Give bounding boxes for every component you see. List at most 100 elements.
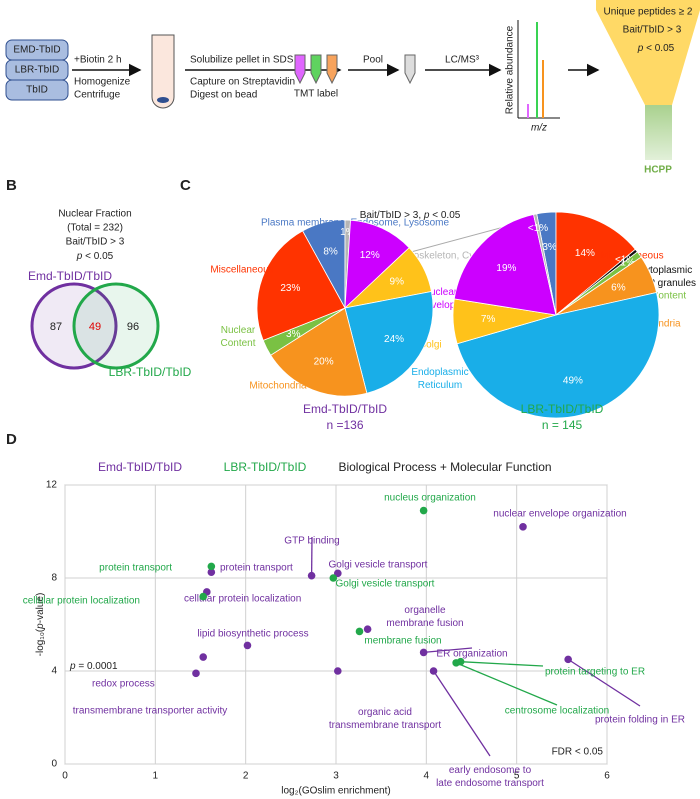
bait: TbID xyxy=(26,85,48,96)
category-label: Nuclear Content xyxy=(220,325,255,349)
point-label: protein folding in ER xyxy=(595,715,685,726)
pie-header: Bait/TbID > 3, p < 0.05 xyxy=(360,210,461,221)
slice-label: 19% xyxy=(496,263,516,274)
funnel-stem xyxy=(645,105,672,160)
pie-slice xyxy=(453,214,557,316)
point xyxy=(334,667,342,675)
slice-label: 7% xyxy=(481,314,496,325)
point xyxy=(207,568,216,576)
point-label: cellular protein localization xyxy=(23,596,140,607)
point-label: protein targeting to ER xyxy=(545,667,645,678)
point-label: organelle membrane fusion xyxy=(386,605,463,629)
slice-label: 24% xyxy=(384,334,404,345)
pellet xyxy=(157,97,169,103)
point-label: transmembrane transporter activity xyxy=(73,706,228,717)
slice-label: 49% xyxy=(563,375,583,386)
pie-title: LBR-TbID/TbID xyxy=(521,402,604,416)
point xyxy=(429,667,438,675)
tmt-tube xyxy=(310,54,322,85)
point-label: lipid biosynthetic process xyxy=(197,629,308,640)
spectrum-y: Relative abundance xyxy=(505,25,516,114)
slice-label: 12% xyxy=(360,250,380,261)
pie-slice xyxy=(456,292,660,419)
point xyxy=(564,655,572,664)
point xyxy=(519,523,527,531)
point xyxy=(363,625,372,633)
venn: Nuclear Fraction (Total = 232) Bait/TbID… xyxy=(28,209,192,380)
workflow: EMD-TbID LBR-TbID TbID +Biotin 2 h Homog… xyxy=(5,0,700,176)
tmt-tube xyxy=(294,54,306,85)
pie-n: n = 145 xyxy=(542,418,583,432)
leader xyxy=(567,658,641,707)
x-tick-label: 2 xyxy=(243,771,249,782)
point-label: protein transport xyxy=(220,563,293,574)
point xyxy=(307,571,316,580)
panel-label: D xyxy=(6,431,17,448)
x-tick-label: 3 xyxy=(333,771,339,782)
y-axis-label: -log₁₀(p-value) xyxy=(35,593,46,657)
annotation: FDR < 0.05 xyxy=(552,747,604,758)
tube xyxy=(151,34,175,109)
filter: Bait/TbID > 3 xyxy=(623,25,682,36)
venn-count: 96 xyxy=(127,321,139,333)
pie-slice xyxy=(256,230,346,341)
x-axis-label: log₂(GOslim enrichment) xyxy=(281,786,390,797)
pie-slice xyxy=(555,211,636,316)
legend-entry: Emd-TbID/TbID xyxy=(98,460,182,474)
y-tick-label: 8 xyxy=(51,573,57,584)
x-tick-label: 0 xyxy=(62,771,68,782)
point-label: nuclear envelope organization xyxy=(493,509,626,520)
slice-label: 8% xyxy=(323,246,338,257)
point-label: nucleus organization xyxy=(384,493,476,504)
point-label: Golgi vesicle transport xyxy=(329,560,428,571)
point xyxy=(243,641,252,650)
point xyxy=(419,648,428,657)
point-label: organic acid transmembrane transport xyxy=(329,707,441,731)
venn-count: 87 xyxy=(50,321,62,333)
pool-tube xyxy=(404,54,416,85)
slice-label: 1% xyxy=(340,227,355,238)
point xyxy=(419,506,428,515)
point-label: Golgi vesicle transport xyxy=(336,579,435,590)
point-label: early endosome to late endosome transport xyxy=(436,765,544,789)
category-label: Endoplasmic Reticulum xyxy=(411,367,468,391)
category-label: Mitochondria xyxy=(249,381,307,392)
output: HCPP xyxy=(644,165,672,176)
venn-header: Nuclear Fraction xyxy=(58,209,131,220)
slice-label: 3% xyxy=(542,242,557,253)
venn-header: Bait/TbID > 3 xyxy=(66,237,125,248)
set-b xyxy=(72,282,160,370)
leader xyxy=(423,647,473,654)
slice-label: 9% xyxy=(390,276,405,287)
leader xyxy=(460,661,544,667)
slice-label: 20% xyxy=(314,357,334,368)
point-label: cellular protein localization xyxy=(184,594,301,605)
pie-slice xyxy=(533,213,557,316)
pie-slice xyxy=(344,219,410,309)
bait-box xyxy=(5,79,69,101)
panel-label: C xyxy=(180,177,191,194)
y-tick-label: 4 xyxy=(51,666,57,677)
x-tick-label: 4 xyxy=(424,771,430,782)
step: Homogenize xyxy=(74,77,131,88)
venn-count: 49 xyxy=(89,321,101,333)
point-label: GTP binding xyxy=(284,536,339,547)
spectrum-x: m/z xyxy=(531,123,547,134)
filter: Unique peptides ≥ 2 xyxy=(604,7,693,18)
point-label: membrane fusion xyxy=(364,636,441,647)
step: Centrifuge xyxy=(74,90,121,101)
legend-entry: LBR-TbID/TbID xyxy=(224,460,307,474)
filter: p < 0.05 xyxy=(637,43,675,54)
point-label: redox process xyxy=(92,679,155,690)
pie-slice xyxy=(344,291,434,394)
tmt-tube xyxy=(326,54,338,85)
venn-header: (Total = 232) xyxy=(67,223,123,234)
step: +Biotin 2 h xyxy=(74,55,122,66)
slice-label: 14% xyxy=(575,248,595,259)
x-tick-label: 1 xyxy=(153,771,159,782)
category-label: Golgi xyxy=(418,340,441,351)
point xyxy=(199,653,208,661)
point xyxy=(207,562,216,571)
chart-title: Biological Process + Molecular Function xyxy=(338,460,551,474)
